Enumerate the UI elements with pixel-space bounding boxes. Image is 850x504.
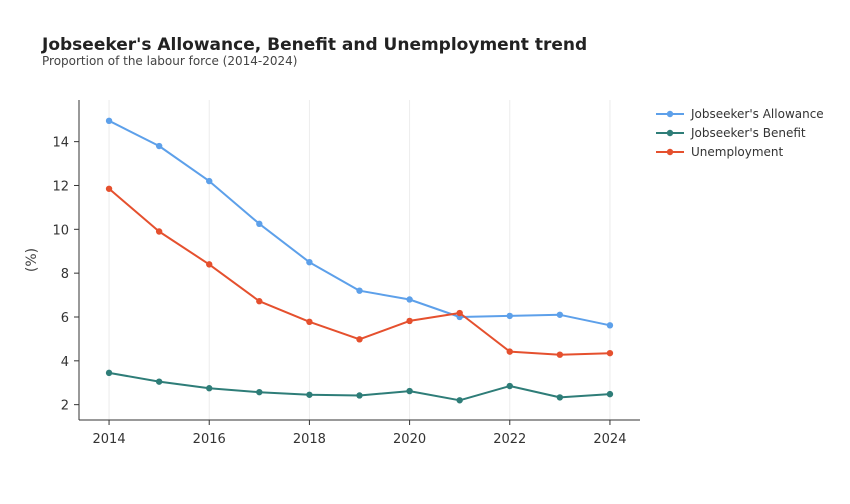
data-point-jobseeker-s-allowance-2024 [606, 322, 614, 329]
data-point-jobseeker-s-allowance-2023 [556, 311, 564, 318]
legend-label: Jobseeker's Benefit [690, 126, 806, 140]
x-tick-label-2024: 2024 [593, 432, 626, 447]
data-point-jobseeker-s-allowance-2017 [256, 220, 263, 228]
y-tick-label-14: 14 [52, 136, 69, 151]
series-group [105, 117, 614, 404]
axis-ticks: 2014 2016 2018 2020 2022 2024 2 4 6 8 10 12 14 [52, 136, 626, 447]
axes [78, 100, 640, 421]
chart-title: Jobseeker's Allowance, Benefit and Unemp… [41, 35, 587, 55]
legend-label: Unemployment [691, 145, 784, 159]
data-point-unemployment-2016 [206, 261, 213, 268]
data-point-jobseeker-s-allowance-2016 [206, 177, 213, 185]
data-point-jobseeker-s-allowance-2019 [356, 287, 363, 294]
data-point-jobseeker-s-allowance-2014 [105, 117, 113, 125]
x-tick-label-2020: 2020 [393, 432, 426, 447]
legend-label: Jobseeker's Allowance [690, 107, 824, 121]
data-point-jobseeker-s-benefit-2021 [456, 397, 463, 404]
y-tick-label-8: 8 [61, 267, 69, 282]
data-point-jobseeker-s-allowance-2022 [506, 312, 513, 320]
y-tick-label-2: 2 [61, 399, 69, 414]
data-point-jobseeker-s-benefit-2024 [606, 390, 614, 398]
legend-item-jobseeker-s-allowance[interactable]: Jobseeker's Allowance [656, 107, 824, 121]
data-point-jobseeker-s-benefit-2014 [105, 369, 113, 377]
data-point-jobseeker-s-benefit-2020 [406, 387, 413, 395]
x-tick-label-2014: 2014 [93, 432, 126, 447]
y-tick-label-6: 6 [61, 311, 69, 326]
data-point-unemployment-2017 [256, 298, 263, 305]
data-point-jobseeker-s-benefit-2016 [206, 385, 213, 392]
gridlines [108, 100, 611, 420]
data-point-unemployment-2021 [456, 309, 463, 317]
data-point-jobseeker-s-benefit-2017 [256, 388, 263, 396]
legend: Jobseeker's Allowance Jobseeker's Benefit… [656, 107, 824, 159]
data-point-jobseeker-s-benefit-2015 [155, 378, 163, 385]
data-point-jobseeker-s-benefit-2018 [306, 391, 313, 398]
data-point-jobseeker-s-benefit-2019 [356, 392, 363, 399]
data-point-unemployment-2023 [556, 351, 564, 358]
data-point-jobseeker-s-benefit-2023 [556, 394, 564, 401]
data-point-jobseeker-s-benefit-2022 [506, 382, 513, 390]
data-point-unemployment-2020 [406, 317, 413, 325]
legend-swatch-marker [666, 110, 674, 118]
y-tick-label-4: 4 [61, 355, 69, 370]
x-tick-label-2022: 2022 [493, 432, 526, 447]
legend-item-unemployment[interactable]: Unemployment [656, 145, 784, 159]
data-point-unemployment-2014 [105, 185, 113, 192]
chart-subtitle: Proportion of the labour force (2014-202… [42, 54, 297, 68]
x-tick-label-2016: 2016 [193, 432, 226, 447]
data-point-unemployment-2019 [356, 336, 363, 343]
legend-item-jobseeker-s-benefit[interactable]: Jobseeker's Benefit [656, 126, 806, 140]
data-point-unemployment-2024 [606, 349, 614, 357]
y-tick-label-10: 10 [52, 223, 69, 238]
legend-swatch-marker [666, 129, 674, 137]
data-point-jobseeker-s-allowance-2020 [406, 296, 413, 303]
data-point-jobseeker-s-allowance-2015 [155, 142, 163, 150]
x-tick-label-2018: 2018 [293, 432, 326, 447]
data-point-unemployment-2018 [306, 318, 313, 326]
legend-swatch-marker [666, 148, 674, 156]
y-tick-label-12: 12 [52, 179, 69, 194]
data-point-jobseeker-s-allowance-2018 [306, 258, 313, 266]
series-line-jobseeker-s-allowance [108, 119, 611, 327]
y-axis-label: (%) [24, 248, 40, 272]
data-point-unemployment-2022 [506, 348, 513, 355]
series-line-unemployment [108, 188, 610, 356]
data-point-unemployment-2015 [155, 228, 163, 235]
